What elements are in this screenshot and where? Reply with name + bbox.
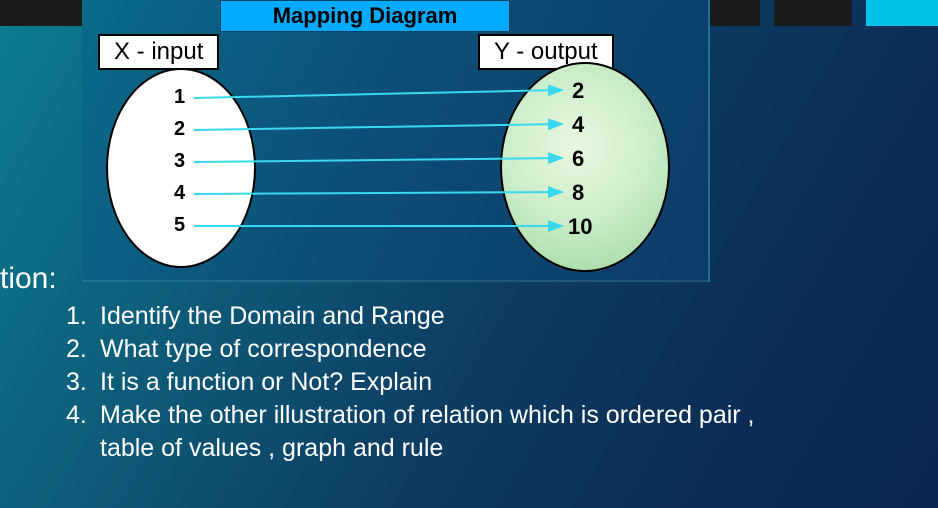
question-text: Identify the Domain and Range (100, 300, 445, 333)
question-text-continuation: table of values , graph and rule (66, 432, 926, 465)
x-value: 1 (174, 86, 185, 109)
question-item: 4.Make the other illustration of relatio… (66, 399, 926, 432)
x-input-label: X - input (98, 34, 219, 70)
section-label-fragment: tion: (0, 262, 57, 296)
y-value: 10 (568, 214, 592, 240)
diagram-title: Mapping Diagram (220, 0, 510, 32)
question-item: 2.What type of correspondence (66, 333, 926, 366)
x-value: 2 (174, 118, 185, 141)
question-number: 1. (66, 300, 100, 333)
question-number: 4. (66, 399, 100, 432)
question-number: 3. (66, 366, 100, 399)
y-value: 2 (572, 78, 584, 104)
top-bar-segment (774, 0, 852, 26)
question-text: It is a function or Not? Explain (100, 366, 432, 399)
x-value: 4 (174, 182, 185, 205)
top-accent-segment (866, 0, 938, 26)
x-value: 3 (174, 150, 185, 173)
question-list: 1.Identify the Domain and Range2.What ty… (66, 300, 926, 465)
y-value: 6 (572, 146, 584, 172)
question-item: 3.It is a function or Not? Explain (66, 366, 926, 399)
x-value: 5 (174, 214, 185, 237)
y-set-oval (500, 62, 670, 272)
question-text: What type of correspondence (100, 333, 427, 366)
mapping-diagram-panel: Mapping Diagram X - input Y - output 123… (82, 0, 710, 282)
y-value: 8 (572, 180, 584, 206)
mapping-arrow (194, 90, 562, 98)
question-item: 1.Identify the Domain and Range (66, 300, 926, 333)
question-number: 2. (66, 333, 100, 366)
question-text: Make the other illustration of relation … (100, 399, 755, 432)
y-value: 4 (572, 112, 584, 138)
